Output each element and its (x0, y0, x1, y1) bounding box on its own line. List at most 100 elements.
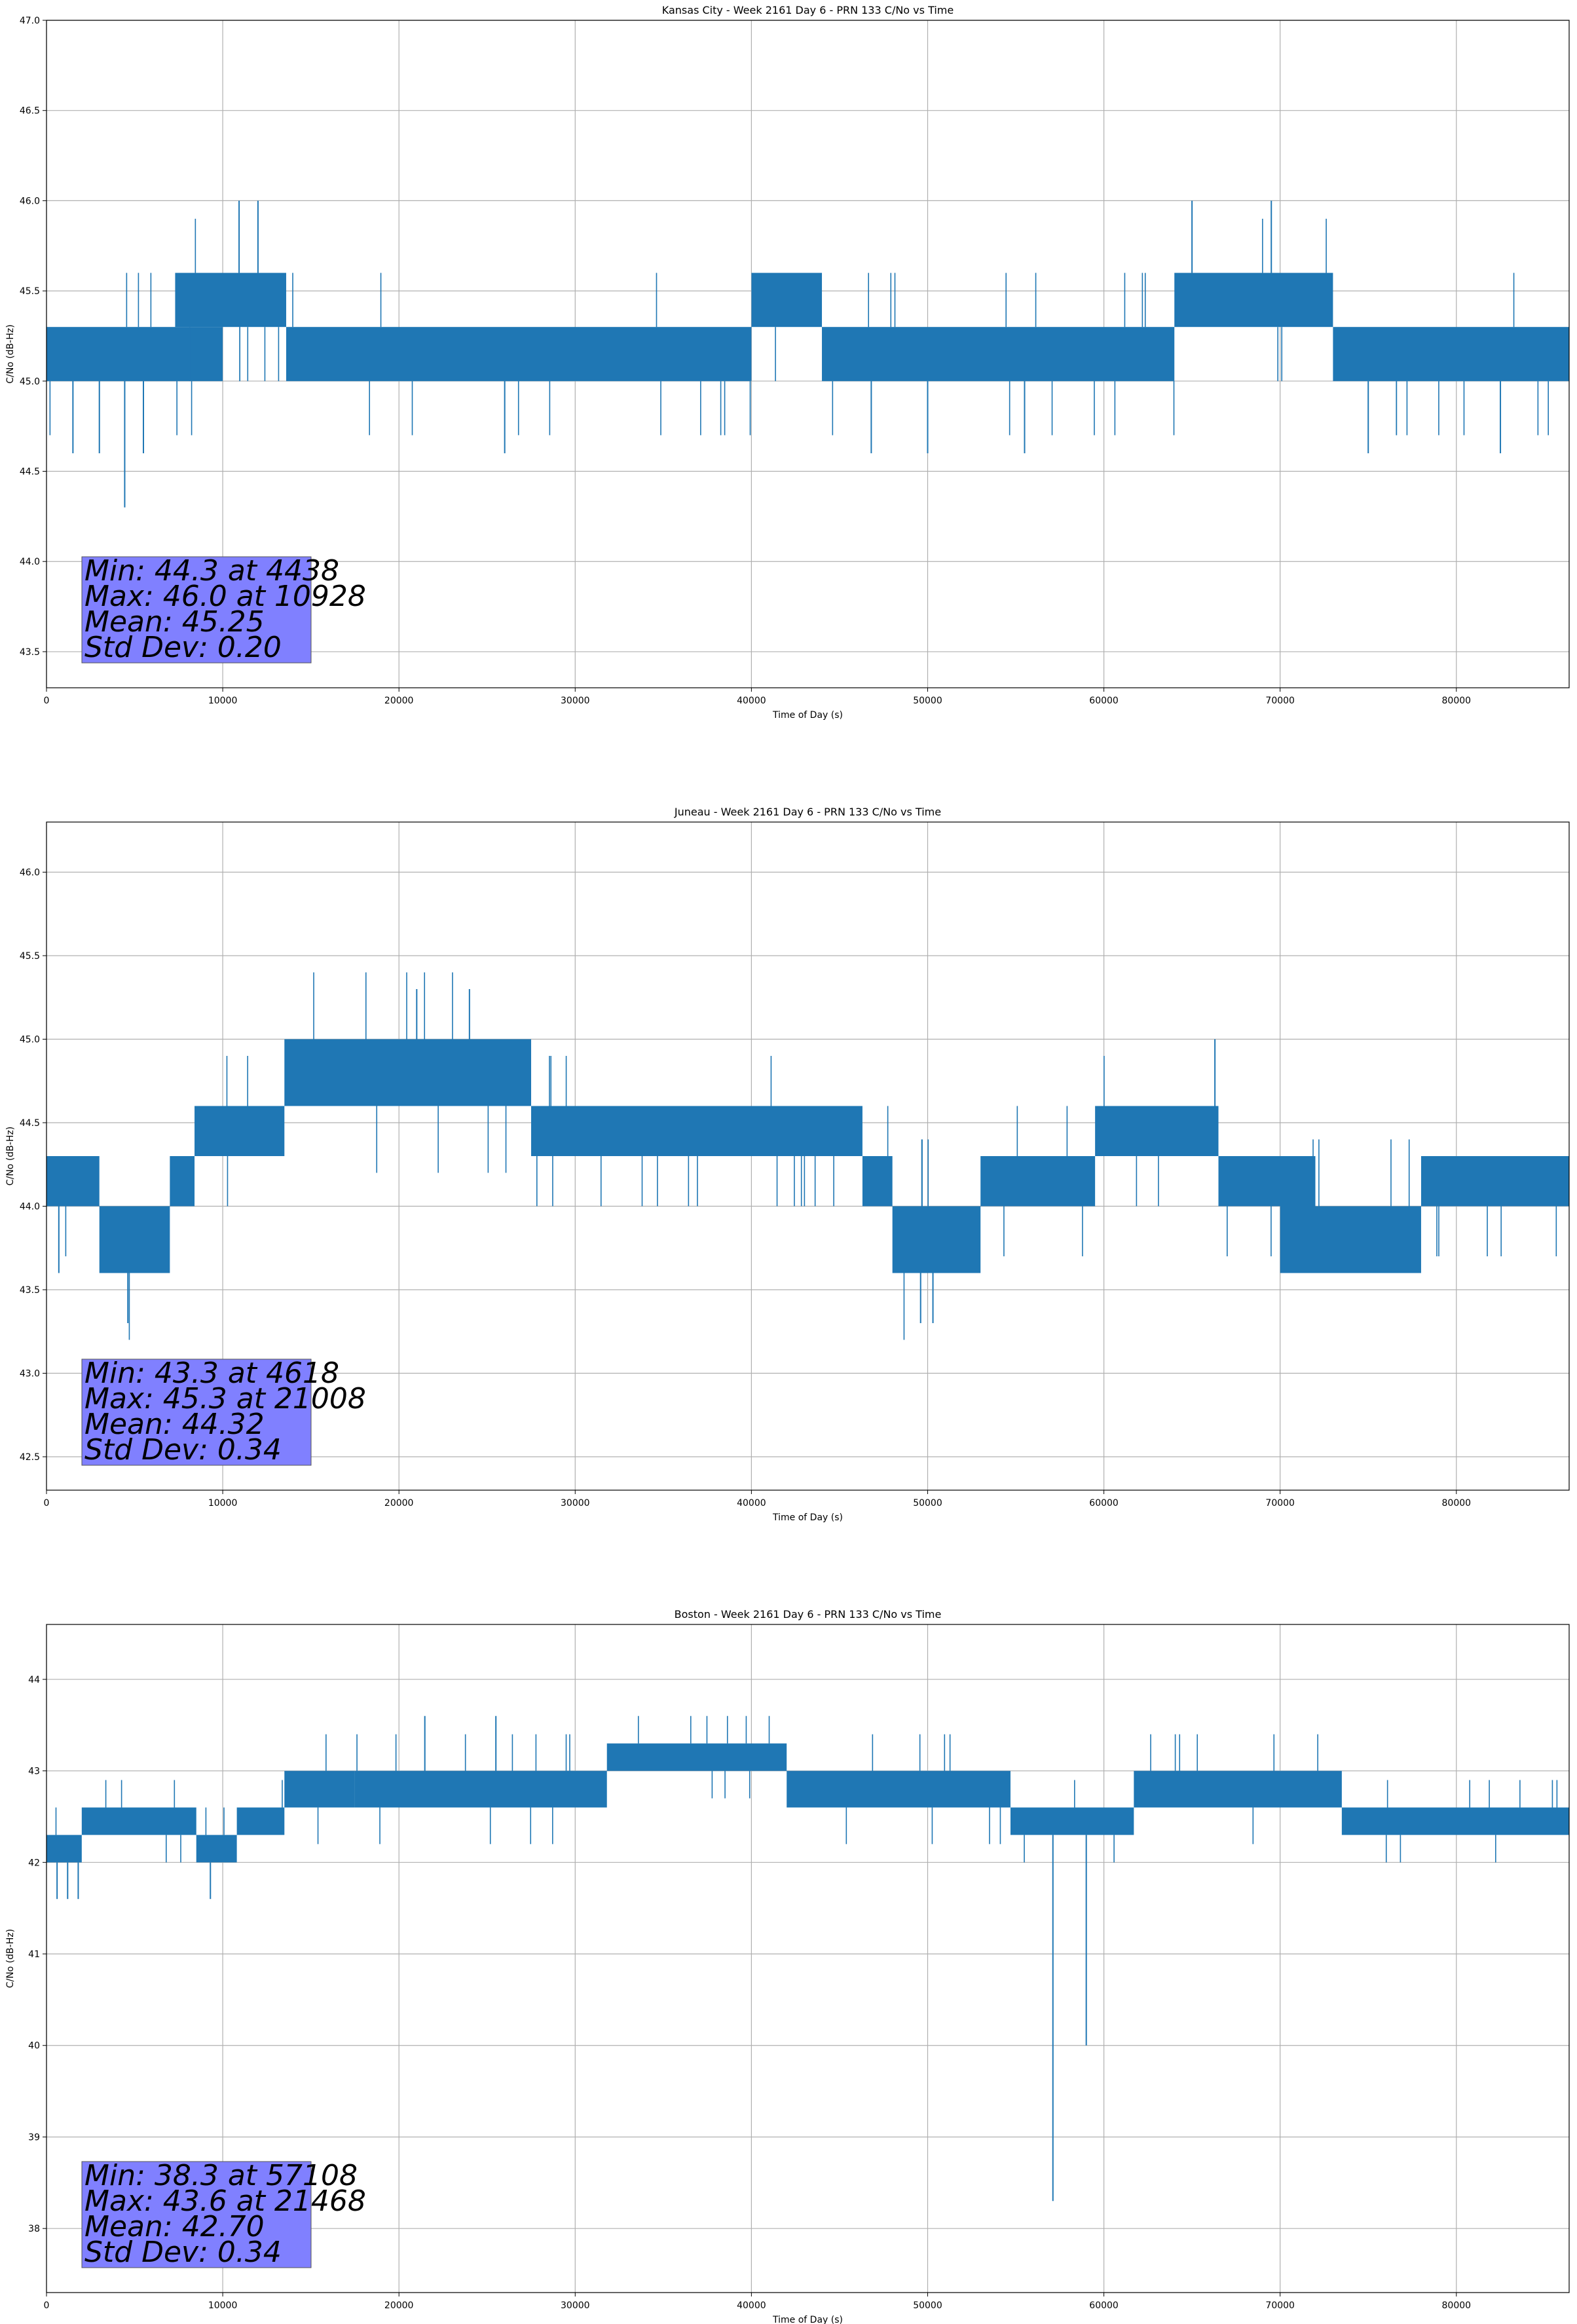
y-tick-label: 46.5 (20, 106, 40, 117)
x-axis-label: Time of Day (s) (772, 710, 843, 721)
y-tick-label: 44 (28, 1675, 40, 1685)
stats-box (81, 1359, 312, 1466)
data-band (606, 1743, 787, 1771)
x-tick-label: 10000 (208, 696, 238, 706)
data-band (1174, 272, 1333, 328)
x-tick-label: 50000 (913, 2300, 942, 2311)
data-band (284, 1039, 532, 1106)
data-band (1134, 1771, 1342, 1808)
x-tick-label: 30000 (561, 2300, 590, 2311)
data-band (195, 1106, 285, 1156)
y-tick-label: 45.5 (20, 286, 40, 297)
y-tick-label: 40 (28, 2041, 40, 2052)
x-tick-label: 30000 (561, 696, 590, 706)
x-tick-label: 80000 (1442, 2300, 1472, 2311)
data-band (892, 1206, 981, 1273)
series-c-no (46, 1715, 1569, 2202)
y-tick-label: 44.5 (20, 467, 40, 478)
data-band (1218, 1156, 1316, 1207)
stat-min: Min: 38.3 at 57108 (84, 2159, 358, 2192)
y-tick-label: 39 (28, 2132, 40, 2143)
stat-max: Max: 43.6 at 21468 (84, 2184, 366, 2218)
data-band (354, 1771, 607, 1808)
data-band (1095, 1106, 1219, 1156)
axes-frame (46, 20, 1570, 688)
x-axis-label: Time of Day (s) (772, 1512, 843, 1523)
data-band (822, 327, 1175, 381)
stat-std: Std Dev: 0.34 (84, 1433, 282, 1467)
data-band (46, 1835, 82, 1863)
y-axis-label: C/No (dB-Hz) (5, 1929, 16, 1988)
series-c-no (46, 972, 1569, 1340)
y-axis-label: C/No (dB-Hz) (5, 1127, 16, 1186)
x-tick-label: 0 (44, 2300, 50, 2311)
x-tick-label: 50000 (913, 696, 942, 706)
x-tick-label: 60000 (1089, 1498, 1119, 1509)
axes-frame (46, 821, 1570, 1491)
data-band (170, 1156, 195, 1207)
chart-panel-3: 0 10000 20000 30000 40000 50000 60000 70000 8000… (5, 1608, 1570, 2324)
data-band (196, 1835, 237, 1863)
y-tick-label: 43 (28, 1767, 40, 1777)
stat-mean: Mean: 45.25 (84, 605, 265, 639)
stat-min: Min: 44.3 at 4438 (84, 554, 339, 588)
chart-title: Boston - Week 2161 Day 6 - PRN 133 C/No … (675, 1608, 942, 1621)
y-tick-label: 47.0 (20, 16, 40, 26)
x-tick-label: 50000 (913, 1498, 942, 1509)
x-tick-label: 40000 (737, 2300, 766, 2311)
y-tick-label: 44.0 (20, 1202, 40, 1212)
x-axis-label: Time of Day (s) (772, 2315, 843, 2324)
y-tick-label: 45.0 (20, 1035, 40, 1045)
y-axis-label: C/No (dB-Hz) (5, 324, 16, 383)
series-c-no (46, 200, 1569, 508)
data-band (980, 1156, 1096, 1207)
data-band (286, 327, 752, 381)
x-tick-label: 60000 (1089, 696, 1119, 706)
x-tick-label: 70000 (1265, 1498, 1295, 1509)
y-tick-label: 42.5 (20, 1452, 40, 1463)
y-tick-label: 44.0 (20, 557, 40, 567)
chart-title: Kansas City - Week 2161 Day 6 - PRN 133 … (662, 4, 954, 16)
data-band (751, 272, 823, 328)
stat-min: Min: 43.3 at 4618 (84, 1357, 339, 1390)
x-tick-label: 80000 (1442, 696, 1472, 706)
x-tick-label: 30000 (561, 1498, 590, 1509)
y-tick-label: 41 (28, 1949, 40, 1960)
y-tick-label: 43.5 (20, 1285, 40, 1296)
x-tick-label: 20000 (384, 696, 414, 706)
data-band (1010, 1807, 1134, 1835)
data-band (1333, 327, 1569, 381)
stats-box (81, 2161, 312, 2268)
data-band (236, 1807, 285, 1835)
data-band (862, 1156, 893, 1207)
data-band (175, 272, 286, 328)
chart-title: Juneau - Week 2161 Day 6 - PRN 133 C/No … (674, 806, 941, 818)
y-tick-label: 43.5 (20, 647, 40, 658)
x-tick-label: 20000 (384, 2300, 414, 2311)
data-band (1420, 1156, 1569, 1207)
stat-mean: Mean: 42.70 (84, 2210, 265, 2243)
stats-box (81, 556, 312, 664)
chart-panel-1: 0 10000 20000 30000 40000 50000 60000 70000 8000… (5, 4, 1570, 721)
x-tick-label: 60000 (1089, 2300, 1119, 2311)
stat-mean: Mean: 44.32 (84, 1408, 265, 1441)
y-tick-label: 42 (28, 1858, 40, 1868)
x-tick-label: 10000 (208, 1498, 238, 1509)
x-tick-label: 80000 (1442, 1498, 1472, 1509)
x-tick-label: 0 (44, 1498, 50, 1509)
chart-panel-2: 0 10000 20000 30000 40000 50000 60000 70000 8000… (5, 806, 1570, 1523)
y-tick-label: 38 (28, 2224, 40, 2234)
x-tick-label: 10000 (208, 2300, 238, 2311)
x-tick-label: 40000 (737, 696, 766, 706)
x-tick-label: 70000 (1265, 696, 1295, 706)
x-tick-label: 70000 (1265, 2300, 1295, 2311)
data-band (46, 327, 223, 381)
x-tick-label: 20000 (384, 1498, 414, 1509)
data-band (1341, 1807, 1569, 1835)
stat-max: Max: 45.3 at 21008 (84, 1382, 366, 1415)
y-tick-label: 44.5 (20, 1118, 40, 1129)
data-band (1280, 1206, 1421, 1273)
y-tick-label: 46.0 (20, 868, 40, 878)
x-tick-label: 40000 (737, 1498, 766, 1509)
